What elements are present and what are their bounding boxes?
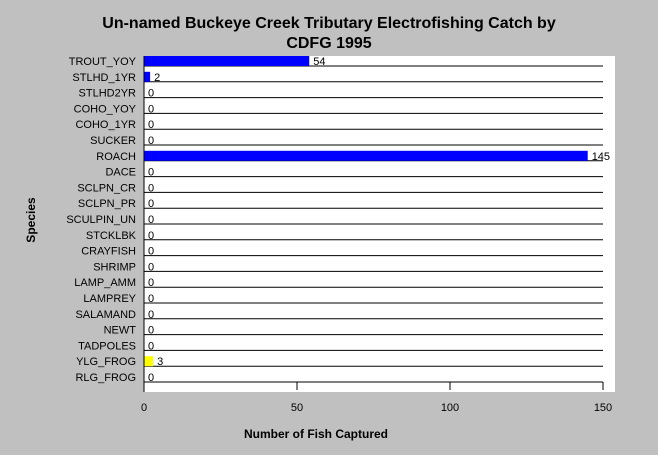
category-label: TROUT_YOY	[69, 56, 137, 68]
x-tick-label: 50	[291, 402, 303, 414]
category-label: ROACH	[96, 151, 136, 163]
category-label: SHRIMP	[93, 261, 136, 273]
category-label: CRAYFISH	[81, 246, 136, 258]
category-label: COHO_YOY	[74, 103, 137, 115]
chart-title-line-2: CDFG 1995	[286, 35, 372, 52]
value-label: 0	[148, 88, 154, 100]
category-label: SCULPIN_UN	[66, 214, 136, 226]
bar	[144, 71, 151, 82]
value-label: 145	[592, 151, 610, 163]
value-label: 54	[313, 56, 325, 68]
value-label: 0	[148, 135, 154, 147]
value-label: 0	[148, 246, 154, 258]
value-label: 0	[148, 214, 154, 226]
category-label: COHO_1YR	[75, 119, 136, 131]
value-label: 0	[148, 277, 154, 289]
category-label: TADPOLES	[78, 340, 136, 352]
category-label: SUCKER	[90, 135, 136, 147]
category-label: SALAMAND	[75, 309, 136, 321]
value-label: 2	[154, 72, 160, 84]
x-axis-label: Number of Fish Captured	[243, 427, 388, 441]
value-label: 0	[148, 340, 154, 352]
category-label: LAMP_AMM	[74, 277, 136, 289]
value-label: 0	[148, 309, 154, 321]
x-tick-label: 0	[141, 402, 147, 414]
category-label: DACE	[105, 167, 136, 179]
x-tick-label: 100	[441, 402, 459, 414]
category-label: YLG_FROG	[76, 356, 136, 368]
value-label: 0	[148, 182, 154, 194]
category-label: NEWT	[104, 325, 137, 337]
value-label: 0	[148, 261, 154, 273]
bar	[144, 356, 154, 367]
y-axis-label: Species	[24, 197, 38, 243]
chart-title: Un-named Buckeye Creek Tributary Electro…	[0, 14, 658, 54]
x-tick-label: 150	[594, 402, 612, 414]
value-label: 0	[148, 119, 154, 131]
bar	[144, 150, 588, 161]
category-label: STCKLBK	[86, 230, 137, 242]
category-label: LAMPREY	[83, 293, 136, 305]
value-label: 0	[148, 293, 154, 305]
value-label: 0	[148, 167, 154, 179]
value-label: 0	[148, 198, 154, 210]
category-label: RLG_FROG	[75, 372, 136, 384]
category-label: STLHD2YR	[79, 88, 137, 100]
category-label: STLHD_1YR	[72, 72, 136, 84]
value-label: 0	[148, 103, 154, 115]
bar	[144, 56, 310, 66]
category-label: SCLPN_CR	[77, 182, 136, 194]
value-label: 0	[148, 230, 154, 242]
value-label: 0	[148, 372, 154, 384]
value-label: 0	[148, 325, 154, 337]
value-label: 3	[157, 356, 163, 368]
category-label: SCLPN_PR	[78, 198, 136, 210]
chart-title-line-1: Un-named Buckeye Creek Tributary Electro…	[102, 15, 556, 32]
